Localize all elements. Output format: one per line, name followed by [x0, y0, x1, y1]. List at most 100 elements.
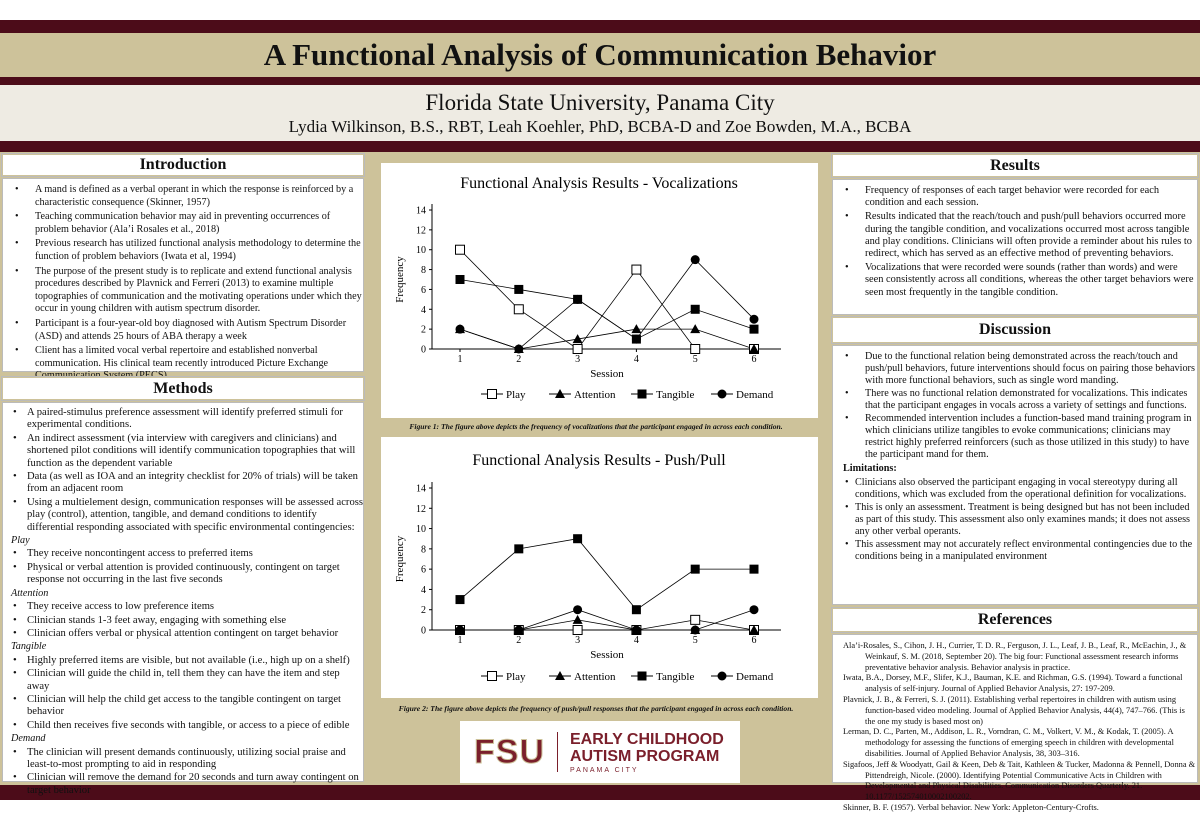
legend-marker-play [487, 671, 497, 681]
references-panel: Ala’i-Rosales, S., Cihon, J. H., Currier… [832, 634, 1198, 812]
university: Florida State University, Panama City [425, 90, 775, 115]
logo-mark: FSU [474, 732, 545, 771]
limitations-heading: Limitations: [843, 463, 897, 474]
figure-2-caption: Figure 2: The figure above depicts the f… [398, 704, 794, 713]
data-point-play [455, 244, 465, 255]
data-point-demand [690, 625, 700, 635]
list-item: There was no functional relation demonst… [833, 388, 1197, 412]
introduction-heading: Introduction [1, 153, 365, 177]
data-point-attention [749, 625, 759, 634]
data-point-demand [631, 334, 641, 344]
list-item: Clinician will help the child get access… [3, 694, 363, 719]
legend-label: Tangible [656, 389, 694, 401]
data-point-tangible [514, 544, 524, 554]
list-item: Participant is a four-year-old boy diagn… [3, 318, 363, 343]
y-tick-label: 2 [421, 325, 426, 336]
data-point-attention [631, 324, 642, 334]
y-tick-label: 8 [421, 265, 426, 276]
y-tick-label: 0 [421, 626, 426, 637]
list-item: Clinician will remove the demand for 20 … [3, 772, 363, 797]
y-axis-label: Frequency [394, 256, 406, 303]
y-tick-label: 4 [421, 585, 426, 596]
legend-marker-demand [717, 389, 727, 399]
legend-marker-demand [717, 671, 727, 681]
x-tick-label: 4 [634, 635, 639, 646]
y-tick-label: 8 [421, 544, 426, 555]
y-tick-label: 4 [421, 305, 426, 316]
list-item: Highly preferred items are visible, but … [3, 655, 363, 668]
data-point-demand [514, 344, 524, 354]
legend-label: Play [506, 389, 526, 401]
y-tick-label: 12 [416, 225, 426, 236]
x-tick-label: 2 [516, 354, 521, 365]
logo-divider [557, 732, 558, 772]
y-tick-label: 12 [416, 504, 426, 515]
legend-label: Play [506, 671, 526, 683]
results-panel: Frequency of responses of each target be… [832, 179, 1198, 315]
data-point-tangible [690, 564, 700, 574]
list-item: A mand is defined as a verbal operant in… [3, 184, 363, 209]
references-heading: References [831, 607, 1199, 633]
y-tick-label: 2 [421, 605, 426, 616]
list-item: Frequency of responses of each target be… [833, 185, 1197, 209]
y-tick-label: 6 [421, 285, 426, 296]
logo-line1: EARLY CHILDHOOD [570, 730, 724, 748]
divider [0, 77, 1200, 85]
data-point-play [690, 614, 701, 625]
data-point-attention [749, 344, 759, 353]
x-tick-label: 1 [458, 635, 463, 646]
data-point-play [572, 344, 583, 354]
list-item: Client has a limited vocal verbal repert… [3, 345, 363, 383]
list-item: Using a multielement design, communicati… [3, 497, 363, 534]
legend-label: Tangible [656, 671, 694, 683]
list-item: This is only an assessment. Treatment is… [833, 502, 1197, 538]
series-line-demand [460, 609, 755, 631]
data-point-attention [572, 334, 583, 344]
data-point-tangible [749, 324, 759, 334]
list-item: They receive noncontingent access to pre… [3, 548, 363, 561]
y-axis-label: Frequency [394, 535, 406, 582]
fsu-logo: FSU EARLY CHILDHOOD AUTISM PROGRAM PANAM… [460, 721, 740, 783]
legend-label: Attention [574, 389, 616, 401]
list-item: Recommended intervention includes a func… [833, 413, 1197, 461]
x-axis-label: Session [590, 649, 624, 661]
data-point-tangible [690, 304, 700, 314]
discussion-heading: Discussion [831, 316, 1199, 344]
data-point-tangible [455, 275, 465, 284]
data-point-attention [572, 614, 583, 624]
data-point-demand [749, 314, 759, 324]
x-tick-label: 3 [575, 635, 580, 646]
legend-label: Demand [736, 671, 774, 683]
reference-item: Plavnick, J. B., & Ferreri, S. J. (2011)… [843, 694, 1185, 726]
data-point-demand [455, 324, 465, 334]
data-point-tangible [514, 284, 524, 294]
x-tick-label: 2 [516, 635, 521, 646]
reference-item: Skinner, B. F. (1957). Verbal behavior. … [843, 802, 1099, 812]
discussion-panel: Due to the functional relation being dem… [832, 345, 1198, 605]
condition-heading: Attention [11, 587, 49, 599]
data-point-tangible [749, 564, 759, 574]
poster-title: A Functional Analysis of Communication B… [0, 33, 1200, 77]
methods-heading: Methods [1, 376, 365, 401]
chart-title: Functional Analysis Results - Vocalizati… [460, 175, 738, 192]
data-point-demand [631, 625, 641, 635]
y-tick-label: 0 [421, 345, 426, 356]
x-tick-label: 4 [634, 354, 639, 365]
series-line-demand [459, 259, 755, 350]
reference-item: Lerman, D. C., Parten, M., Addison, L. R… [843, 727, 1174, 758]
list-item: Clinician will guide the child in, tell … [3, 668, 363, 693]
list-item: An indirect assessment (via interview wi… [3, 433, 363, 470]
x-tick-label: 3 [575, 354, 580, 365]
series-line-tangible [459, 538, 754, 611]
list-item: A paired-stimulus preference assessment … [3, 407, 363, 432]
y-tick-label: 14 [416, 484, 426, 495]
methods-panel: A paired-stimulus preference assessment … [2, 402, 364, 796]
data-point-play [572, 625, 583, 635]
list-item: Results indicated that the reach/touch a… [833, 211, 1197, 260]
list-item: Teaching communication behavior may aid … [3, 211, 363, 236]
data-point-play [690, 344, 701, 354]
list-item: The purpose of the present study is to r… [3, 266, 363, 316]
legend-marker-tangible [637, 671, 647, 681]
list-item: This assessment may not accurately refle… [833, 539, 1197, 563]
logo-line2: AUTISM PROGRAM [570, 747, 720, 765]
